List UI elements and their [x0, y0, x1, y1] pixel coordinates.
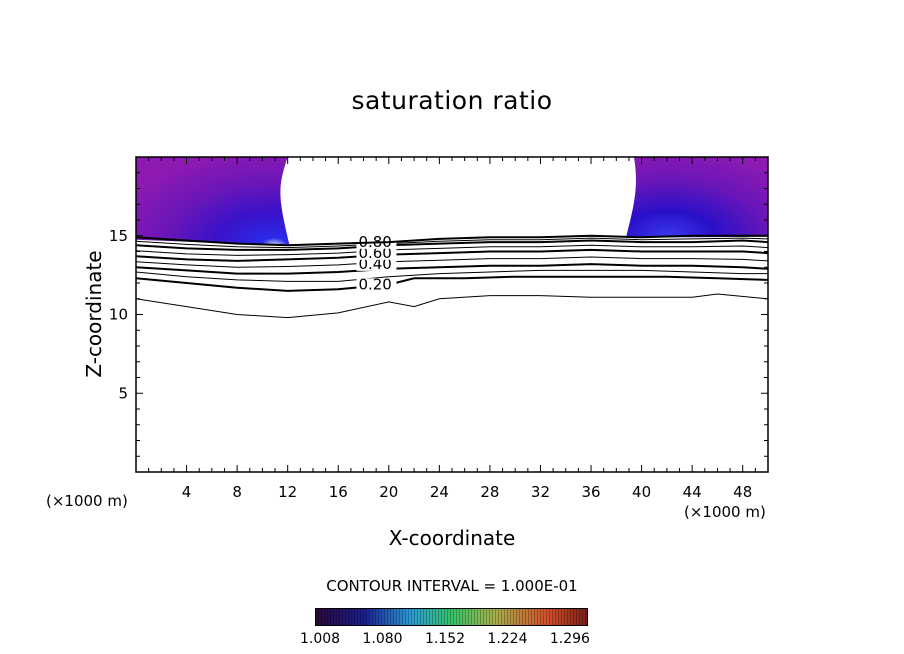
x-tick-label: 28: [480, 483, 499, 501]
contour-label-bg: [356, 257, 397, 271]
x-tick-label: 4: [182, 483, 192, 501]
colorbar-tick-label: 1.296: [549, 631, 590, 647]
contour-line-0.80: [135, 239, 769, 251]
contour-label-bg: [356, 278, 397, 292]
thin-contour-line: [135, 256, 769, 268]
colorbar-tick-label: 1.008: [300, 631, 341, 647]
colorbar-tick-label: 1.080: [362, 631, 403, 647]
contour-label-bg: [356, 246, 397, 260]
y-axis-label: Z-coordinate: [82, 250, 106, 378]
x-unit-label-left: (×1000 m): [46, 492, 128, 510]
contour-line-0.20: [135, 275, 769, 292]
thin-contour-line: [135, 244, 769, 256]
contour-label: 0.20: [358, 275, 391, 293]
x-tick-label: 40: [632, 483, 651, 501]
colorbar: [315, 608, 588, 626]
x-tick-label: 32: [531, 483, 550, 501]
x-tick-label: 24: [430, 483, 449, 501]
thin-contour-line: [135, 293, 769, 319]
colorbar-ticks: 1.008 1.080 1.152 1.224 1.296: [300, 631, 590, 647]
colorbar-tick-label: 1.224: [487, 631, 528, 647]
filled-region-right: [625, 157, 768, 238]
contour-line-0.40: [135, 263, 769, 275]
chart-title: saturation ratio: [351, 86, 553, 115]
x-tick-label: 12: [278, 483, 297, 501]
contour-line-1.00: [135, 234, 768, 247]
contour-line-0.60: [135, 248, 769, 262]
x-unit-label-right: (×1000 m): [684, 503, 766, 521]
x-axis-label: X-coordinate: [388, 526, 516, 550]
y-tick-label: 5: [118, 384, 128, 402]
y-tick-label: 15: [109, 227, 128, 245]
y-tick-label: 10: [109, 306, 128, 324]
contour-interval-label: CONTOUR INTERVAL = 1.000E-01: [326, 577, 578, 595]
x-tick-label: 44: [683, 483, 702, 501]
x-tick-label: 36: [581, 483, 600, 501]
x-tick-label: 20: [379, 483, 398, 501]
thin-contour-line: [135, 269, 768, 282]
colorbar-tick-label: 1.152: [424, 631, 466, 647]
x-tick-label: 16: [329, 483, 348, 501]
thin-contour-line: [135, 237, 769, 249]
x-tick-label: 48: [733, 483, 752, 501]
x-tick-label: 8: [232, 483, 242, 501]
filled-region-left: [136, 157, 290, 246]
